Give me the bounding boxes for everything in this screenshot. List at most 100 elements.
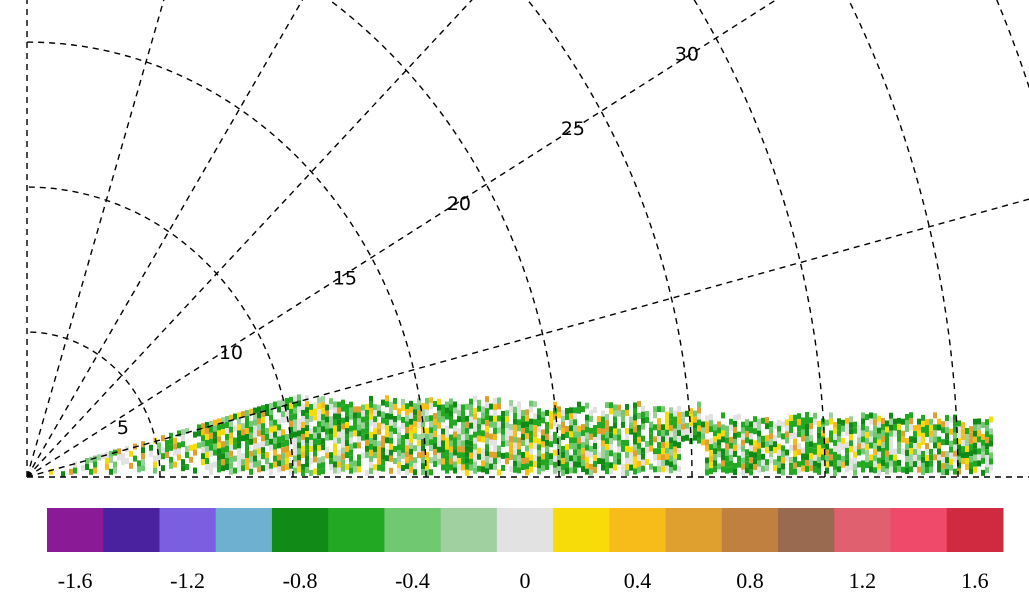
echo-cell bbox=[437, 416, 441, 423]
echo-cell bbox=[249, 462, 253, 469]
echo-cell bbox=[517, 425, 521, 432]
echo-cell bbox=[701, 427, 705, 434]
echo-cell bbox=[213, 443, 217, 450]
echo-cell bbox=[369, 413, 373, 420]
echo-cell bbox=[253, 419, 257, 426]
echo-cell bbox=[421, 445, 425, 452]
echo-cell bbox=[453, 455, 457, 462]
echo-cell bbox=[389, 455, 393, 462]
echo-cell bbox=[677, 436, 681, 443]
echo-cell bbox=[889, 466, 893, 473]
echo-cell bbox=[873, 425, 877, 432]
echo-cell bbox=[261, 405, 265, 412]
echo-cell bbox=[917, 418, 921, 425]
echo-cell bbox=[305, 449, 309, 456]
echo-cell bbox=[949, 452, 953, 459]
echo-cell bbox=[469, 464, 473, 471]
echo-cell bbox=[229, 450, 233, 457]
echo-cell bbox=[629, 416, 633, 423]
echo-cell bbox=[513, 454, 517, 461]
echo-cell bbox=[217, 454, 221, 461]
echo-cell bbox=[605, 402, 609, 409]
echo-cell bbox=[525, 433, 529, 440]
echo-cell bbox=[485, 396, 489, 403]
echo-cell bbox=[405, 433, 409, 440]
echo-cell bbox=[797, 413, 801, 420]
echo-cell bbox=[153, 467, 157, 474]
echo-cell bbox=[517, 437, 521, 444]
echo-cell bbox=[877, 439, 881, 446]
echo-cell bbox=[429, 415, 433, 422]
echo-cell bbox=[733, 426, 737, 433]
echo-cell bbox=[405, 463, 409, 470]
echo-cell bbox=[553, 437, 557, 444]
echo-cell bbox=[621, 469, 625, 476]
echo-cell bbox=[257, 412, 261, 419]
echo-cell bbox=[729, 424, 733, 431]
echo-cell bbox=[897, 447, 901, 454]
echo-cell bbox=[409, 436, 413, 443]
echo-cell bbox=[813, 466, 817, 473]
echo-cell bbox=[633, 432, 637, 439]
echo-cell bbox=[669, 413, 673, 420]
echo-cell bbox=[537, 456, 541, 463]
echo-cell bbox=[613, 404, 617, 411]
echo-cell bbox=[921, 414, 925, 421]
echo-cell bbox=[305, 395, 309, 402]
echo-cell bbox=[361, 404, 365, 411]
echo-cell bbox=[897, 423, 901, 430]
echo-cell bbox=[221, 447, 225, 454]
echo-cell bbox=[949, 464, 953, 471]
echo-cell bbox=[269, 408, 273, 415]
echo-cell bbox=[665, 465, 669, 472]
echo-cell bbox=[829, 436, 833, 443]
echo-cell bbox=[629, 446, 633, 453]
echo-cell bbox=[733, 432, 737, 439]
echo-cell bbox=[377, 428, 381, 435]
echo-cell bbox=[777, 419, 781, 426]
echo-cell bbox=[281, 453, 285, 460]
echo-cell bbox=[177, 454, 181, 461]
echo-cell bbox=[873, 437, 877, 444]
echo-cell bbox=[645, 459, 649, 466]
echo-cell bbox=[257, 448, 261, 455]
echo-cell bbox=[321, 426, 325, 433]
echo-cell bbox=[565, 432, 569, 439]
echo-cell bbox=[385, 413, 389, 420]
echo-cell bbox=[905, 461, 909, 468]
echo-cell bbox=[853, 469, 857, 476]
echo-cell bbox=[253, 437, 257, 444]
echo-cell bbox=[385, 437, 389, 444]
echo-cell bbox=[969, 444, 973, 451]
echo-cell bbox=[529, 466, 533, 473]
elevation-ray bbox=[26, 0, 165, 478]
echo-cell bbox=[593, 425, 597, 432]
colorbar-tick-label: 1.2 bbox=[849, 568, 877, 593]
echo-cell bbox=[741, 421, 745, 428]
echo-cell bbox=[313, 402, 317, 409]
echo-cell bbox=[525, 439, 529, 446]
echo-cell bbox=[425, 463, 429, 470]
echo-cell bbox=[201, 435, 205, 442]
echo-cell bbox=[305, 437, 309, 444]
echo-cell bbox=[385, 455, 389, 462]
echo-cell bbox=[753, 416, 757, 423]
echo-cell bbox=[665, 459, 669, 466]
echo-cell bbox=[489, 439, 493, 446]
colorbar-swatch bbox=[665, 508, 723, 552]
elevation-ray bbox=[26, 0, 473, 478]
echo-cell bbox=[865, 450, 869, 457]
echo-cell bbox=[973, 442, 977, 449]
echo-cell bbox=[853, 427, 857, 434]
echo-cell bbox=[601, 464, 605, 471]
echo-cell bbox=[345, 452, 349, 459]
echo-cell bbox=[649, 433, 653, 440]
echo-cell bbox=[445, 449, 449, 456]
echo-cell bbox=[529, 430, 533, 437]
echo-cell bbox=[413, 469, 417, 476]
echo-cell bbox=[521, 452, 525, 459]
echo-cell bbox=[381, 459, 385, 466]
echo-cell bbox=[901, 430, 905, 437]
echo-cell bbox=[377, 404, 381, 411]
echo-cell bbox=[885, 444, 889, 451]
